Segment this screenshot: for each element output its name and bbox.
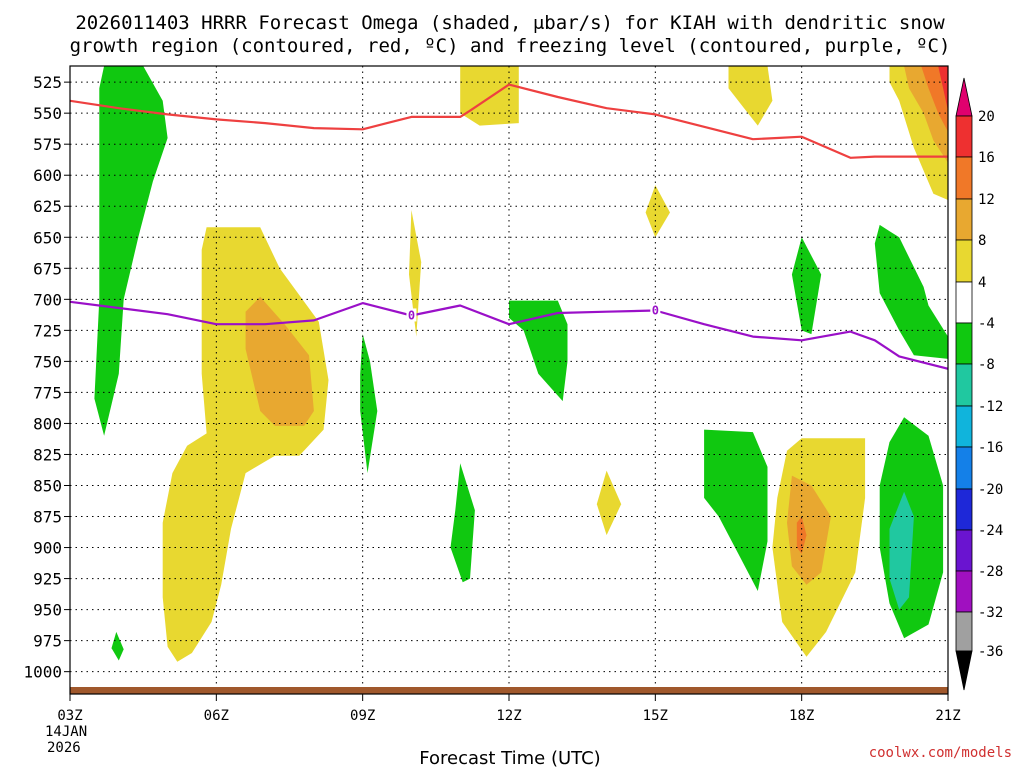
y-tick-label-600: 600: [33, 166, 62, 185]
ground-bar: [70, 687, 948, 694]
omega-region-17: [874, 224, 948, 359]
colorbar-segment-5: [955, 322, 973, 365]
y-tick-label-1000: 1000: [23, 663, 62, 682]
omega-region-2: [162, 227, 329, 662]
x-tick-label-09Z: 09Z: [350, 708, 375, 724]
omega-region-6: [460, 66, 519, 126]
omega-region-23: [938, 66, 948, 111]
omega-region-7: [450, 463, 475, 583]
colorbar-label-11: -28: [978, 564, 1003, 580]
y-tick-label-875: 875: [33, 508, 62, 527]
y-tick-label-675: 675: [33, 259, 62, 278]
colorbar-segment-2: [955, 198, 973, 241]
contour-label-bg-1: [650, 303, 661, 317]
x-date-line2: 2026: [47, 740, 81, 756]
colorbar-label-9: -20: [978, 482, 1003, 498]
x-tick-label-18Z: 18Z: [789, 708, 814, 724]
x-tick-label-21Z: 21Z: [935, 708, 960, 724]
x-axis: 03Z 06Z 09Z 12Z 15Z 18Z 21Z: [57, 694, 961, 724]
y-tick-label-775: 775: [33, 383, 62, 402]
y-tick-label-700: 700: [33, 290, 62, 309]
omega-region-9: [596, 470, 622, 536]
omega-region-16: [791, 237, 822, 335]
chart-title-line1: 2026011403 HRRR Forecast Omega (shaded, …: [75, 12, 945, 34]
freezing-level-line: [70, 300, 948, 370]
x-tick-label-15Z: 15Z: [643, 708, 668, 724]
x-tick-label-03Z: 03Z: [57, 708, 82, 724]
y-tick-label-850: 850: [33, 476, 62, 495]
chart-title-line2: growth region (contoured, red, ºC) and f…: [70, 35, 951, 57]
omega-region-19: [889, 491, 914, 610]
y-tick-label-975: 975: [33, 632, 62, 651]
colorbar-segment-0: [955, 115, 973, 158]
colorbar-label-13: -36: [978, 644, 1003, 660]
colorbar-label-10: -24: [978, 523, 1003, 539]
contour-label-bg-0: [406, 308, 417, 322]
colorbar-segment-9: [955, 488, 973, 531]
grid: [70, 66, 948, 694]
y-tick-label-525: 525: [33, 73, 62, 92]
y-tick-label-925: 925: [33, 570, 62, 589]
y-tick-label-800: 800: [33, 414, 62, 433]
colorbar-segment-4: [955, 281, 973, 324]
y-tick-label-825: 825: [33, 445, 62, 464]
colorbar-label-0: 20: [978, 109, 995, 125]
colorbar-segment-6: [955, 363, 973, 407]
omega-region-10: [645, 185, 670, 238]
y-tick-label-625: 625: [33, 197, 62, 216]
y-tick-label-950: 950: [33, 601, 62, 620]
credit-text: coolwx.com/models: [869, 745, 1012, 761]
colorbar-label-5: -4: [978, 316, 995, 332]
omega-shading: [94, 66, 948, 662]
colorbar-label-8: -16: [978, 440, 1003, 456]
omega-region-22: [921, 66, 948, 132]
colorbar-segment-1: [955, 156, 973, 200]
y-axis: 525 550 575 600 625 650 675 700 725 750 775 800 825 8…: [23, 73, 70, 682]
omega-region-8: [509, 300, 568, 402]
omega-region-14: [787, 475, 831, 585]
colorbar-label-2: 12: [978, 192, 995, 208]
colorbar-segment-3: [955, 239, 973, 283]
colorbar-segment-7: [955, 405, 973, 448]
y-tick-label-650: 650: [33, 228, 62, 247]
dendritic-growth-line: [70, 83, 948, 159]
omega-region-12: [728, 66, 773, 126]
colorbar-label-12: -32: [978, 605, 1003, 621]
omega-region-11: [704, 429, 768, 591]
colorbar-label-3: 8: [978, 233, 986, 249]
colorbar-segment-11: [955, 570, 973, 613]
omega-region-15: [796, 516, 807, 554]
contour-label-0: 0: [408, 308, 415, 322]
colorbar-label-4: 4: [978, 275, 986, 291]
contour-label-1: 0: [652, 303, 659, 317]
colorbar-segment-10: [955, 529, 973, 572]
y-tick-label-550: 550: [33, 104, 62, 123]
x-date-line1: 14JAN: [45, 724, 87, 740]
y-tick-label-725: 725: [33, 321, 62, 340]
omega-region-5: [409, 210, 422, 337]
x-tick-label-06Z: 06Z: [204, 708, 229, 724]
contour-lines: [70, 83, 948, 370]
omega-region-0: [94, 66, 168, 436]
colorbar-segment-8: [955, 446, 973, 490]
colorbar-bottom-arrow: [955, 650, 973, 691]
colorbar-label-7: -12: [978, 399, 1003, 415]
colorbar-top-arrow: [955, 77, 973, 117]
colorbar-label-1: 16: [978, 150, 995, 166]
colorbar: 20 16 12 8 4 -4 -8 -12 -16 -20 -24 -28 -32 -36: [955, 77, 1003, 691]
omega-region-4: [360, 334, 378, 474]
colorbar-segment-12: [955, 611, 973, 652]
y-tick-label-750: 750: [33, 352, 62, 371]
x-tick-label-12Z: 12Z: [496, 708, 521, 724]
x-axis-title: Forecast Time (UTC): [419, 748, 600, 768]
omega-region-1: [111, 631, 124, 661]
y-tick-label-900: 900: [33, 539, 62, 558]
y-tick-label-575: 575: [33, 135, 62, 154]
colorbar-label-6: -8: [978, 357, 995, 373]
